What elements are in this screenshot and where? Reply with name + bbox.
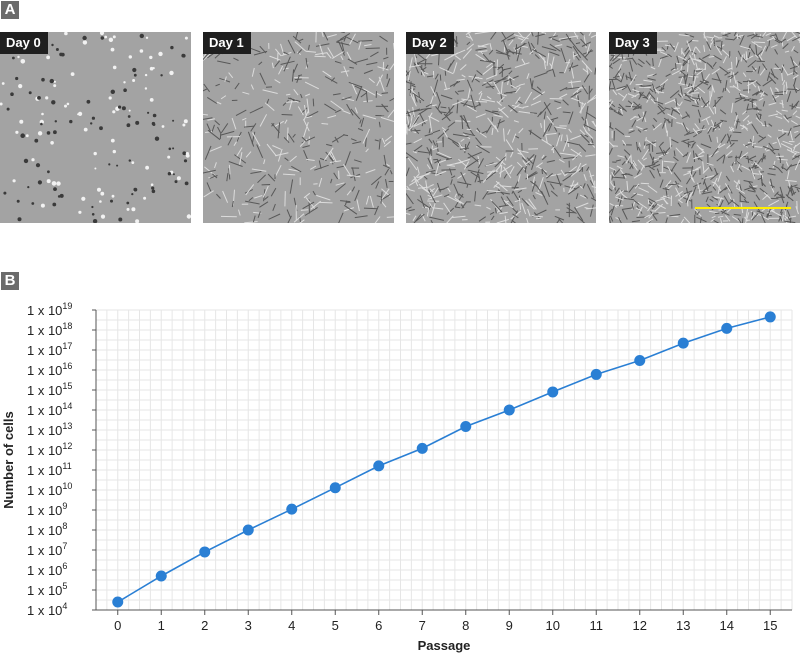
day-label: Day 1: [203, 32, 251, 54]
data-point: [112, 596, 124, 608]
micrograph-day-0: Day 0: [0, 32, 191, 223]
data-point: [721, 322, 733, 334]
y-tick-label: 1 x 1010: [27, 481, 72, 498]
y-tick-label: 1 x 1013: [27, 421, 72, 438]
x-tick-label: 9: [506, 618, 513, 633]
micrograph-image: [609, 32, 800, 223]
data-point: [460, 420, 472, 432]
data-point: [199, 546, 211, 558]
panel-b-label: B: [1, 272, 19, 290]
data-point: [329, 482, 341, 494]
x-tick-label: 4: [288, 618, 295, 633]
y-tick-label: 1 x 1018: [27, 321, 72, 338]
data-point: [677, 337, 689, 349]
micrograph-day-3: Day 3: [609, 32, 800, 223]
day-label: Day 3: [609, 32, 657, 54]
micrograph-image: [203, 32, 394, 223]
series-line: [117, 316, 771, 603]
micrograph-image: [406, 32, 596, 223]
y-tick-label: 1 x 1019: [27, 301, 72, 318]
data-point: [764, 311, 776, 323]
y-tick-label: 1 x 1016: [27, 361, 72, 378]
panel-a-label: A: [1, 1, 19, 19]
day-label: Day 0: [0, 32, 48, 54]
x-tick-label: 0: [114, 618, 121, 633]
y-tick-label: 1 x 106: [27, 561, 67, 578]
micrograph-day-2: Day 2: [406, 32, 596, 223]
micrograph-image: [0, 32, 191, 223]
x-tick-label: 1: [158, 618, 165, 633]
x-tick-label: 12: [633, 618, 647, 633]
x-tick-label: 15: [763, 618, 777, 633]
x-tick-label: 5: [332, 618, 339, 633]
x-tick-label: 11: [590, 618, 604, 633]
x-tick-label: 7: [419, 618, 426, 633]
y-tick-label: 1 x 1014: [27, 401, 72, 418]
y-axis-title: Number of cells: [1, 411, 16, 509]
micrograph-day-1: Day 1: [203, 32, 394, 223]
data-point: [373, 460, 385, 472]
x-tick-label: 3: [245, 618, 252, 633]
x-tick-label: 2: [201, 618, 208, 633]
y-tick-label: 1 x 108: [27, 521, 67, 538]
x-tick-label: 13: [676, 618, 690, 633]
data-point: [155, 570, 167, 582]
data-point: [547, 386, 559, 398]
y-tick-label: 1 x 1012: [27, 441, 72, 458]
y-tick-label: 1 x 1011: [27, 461, 72, 478]
data-point: [286, 503, 298, 515]
y-tick-label: 1 x 104: [27, 601, 67, 618]
y-tick-label: 1 x 109: [27, 501, 67, 518]
data-point: [634, 354, 646, 366]
y-tick-label: 1 x 1017: [27, 341, 72, 358]
x-tick-label: 10: [546, 618, 560, 633]
data-point: [503, 404, 515, 416]
x-tick-label: 14: [720, 618, 734, 633]
x-tick-label: 6: [375, 618, 382, 633]
data-point: [416, 442, 428, 454]
day-label: Day 2: [406, 32, 454, 54]
x-tick-label: 8: [462, 618, 469, 633]
y-tick-label: 1 x 1015: [27, 381, 72, 398]
data-point: [590, 368, 602, 380]
y-tick-label: 1 x 107: [27, 541, 67, 558]
scale-bar: [695, 207, 791, 209]
y-tick-label: 1 x 105: [27, 581, 67, 598]
x-axis-title: Passage: [418, 638, 471, 653]
data-point: [242, 524, 254, 536]
